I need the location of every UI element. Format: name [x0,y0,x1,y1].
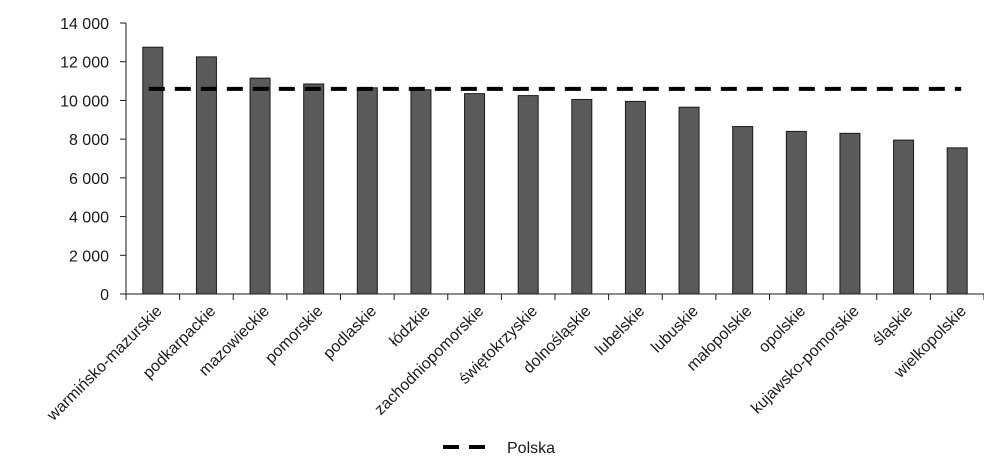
x-tick-label: łódzkie [387,303,434,350]
bar-pomorskie [303,83,325,295]
x-tick-label: lubuskie [648,303,702,357]
x-tick-label: pomorskie [262,303,326,367]
x-tick-label: śląskie [870,303,917,350]
y-tick-label: 6 000 [69,171,109,188]
x-tick-label: opolskie [756,303,810,357]
y-tick-label: 0 [100,287,109,304]
bar-łódzkie [410,89,432,295]
y-tick-label: 12 000 [60,55,109,72]
bars [142,46,968,295]
y-tick-label: 10 000 [60,93,109,110]
bar-mazowieckie [249,77,271,295]
legend-label-polska: Polska [507,440,555,457]
y-tick-label: 4 000 [69,210,109,227]
y-axis: 0 2 000 4 000 6 000 8 000 10 000 12 000 14 000 [60,16,127,304]
x-axis: warmińsko-mazurskiepodkarpackiemazowieck… [44,293,984,425]
bar-świętokrzyskie [517,95,539,295]
bar-lubelskie [624,100,646,295]
bar-podlaskie [356,87,378,295]
x-tick-label: kujawsko-pomorskie [748,303,863,418]
bar-wielkopolskie [946,147,968,295]
y-tick-label: 8 000 [69,132,109,149]
x-tick-label: lubelskie [592,303,648,359]
bar-lubuskie [678,106,700,295]
bar-dolnośląskie [571,98,593,295]
bar-podkarpackie [195,56,217,295]
bar-małopolskie [732,126,754,295]
bar-śląskie [893,139,915,295]
y-tick-label: 2 000 [69,248,109,265]
bar-opolskie [785,130,807,295]
bar-zachodniopomorskie [464,93,486,295]
y-tick-label: 14 000 [60,16,109,33]
legend: Polska [443,440,555,457]
x-tick-label: podlaskie [320,303,380,363]
bar-warmińsko-mazurskie [142,46,164,295]
bar-kujawsko-pomorskie [839,132,861,295]
